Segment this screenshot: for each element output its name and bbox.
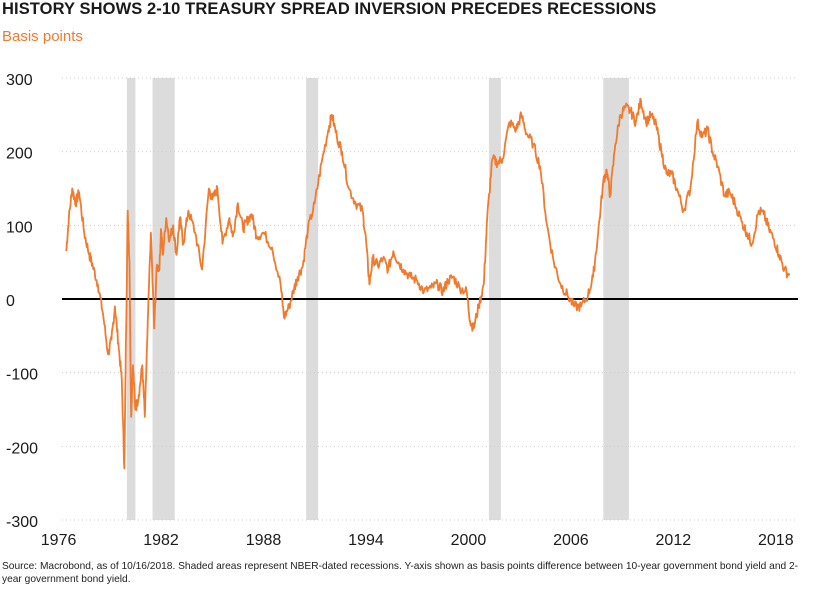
y-tick-labels: 300 200 100 0 -100 -200 -300 [6, 72, 38, 531]
chart-title: HISTORY SHOWS 2-10 TREASURY SPREAD INVER… [2, 0, 657, 18]
series-line-2-10-spread [65, 97, 791, 470]
x-tick-label: 1982 [143, 532, 179, 549]
y-tick-label: 300 [6, 72, 33, 89]
x-tick-label: 2012 [656, 532, 692, 549]
x-tick-label: 2000 [451, 532, 487, 549]
x-tick-labels: 1976 1982 1988 1994 2000 2006 2012 2018 [41, 532, 794, 549]
x-tick-label: 1994 [348, 532, 384, 549]
x-tick-label: 1988 [246, 532, 282, 549]
source-note: Source: Macrobond, as of 10/16/2018. Sha… [2, 561, 799, 585]
y-tick-label: -200 [6, 440, 38, 457]
y-tick-label: 100 [6, 219, 33, 236]
x-tick-label: 2006 [553, 532, 589, 549]
y-tick-label: -300 [6, 514, 38, 531]
y-tick-label: 0 [6, 293, 15, 310]
x-tick-label: 1976 [41, 532, 77, 549]
y-tick-label: 200 [6, 146, 33, 163]
y-tick-label: -100 [6, 367, 38, 384]
gridlines [62, 77, 798, 521]
x-tick-label: 2018 [758, 532, 794, 549]
y-axis-label: Basis points [2, 28, 83, 45]
